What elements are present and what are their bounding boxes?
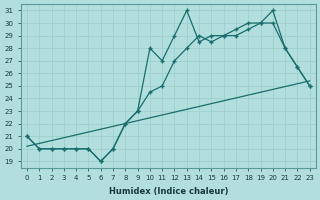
X-axis label: Humidex (Indice chaleur): Humidex (Indice chaleur): [108, 187, 228, 196]
